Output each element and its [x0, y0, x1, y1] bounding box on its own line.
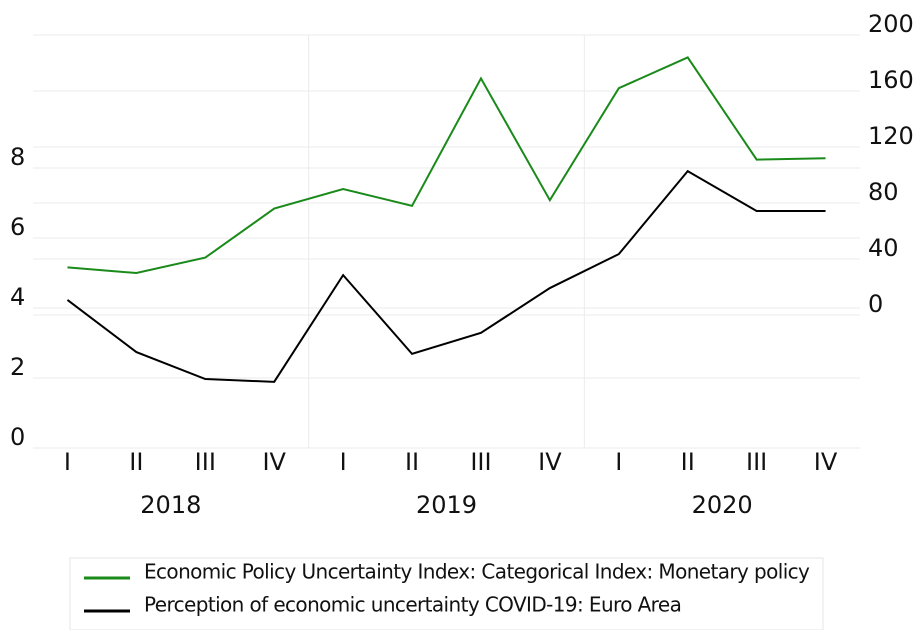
x-tick-label: II — [405, 448, 419, 476]
x-tick-label: I — [615, 448, 622, 476]
x-tick-label: IV — [262, 448, 286, 476]
y2-tick-label: 200 — [868, 10, 914, 38]
y2-tick-label: 0 — [868, 290, 883, 318]
x-tick-label: III — [470, 448, 491, 476]
y-tick-label: 4 — [10, 283, 25, 311]
x-tick-label: II — [681, 448, 695, 476]
y-tick-label: 2 — [10, 353, 25, 381]
x-tick-label: IV — [538, 448, 562, 476]
y-tick-label: 0 — [10, 423, 25, 451]
y-tick-label: 6 — [10, 213, 25, 241]
y2-tick-label: 80 — [868, 178, 899, 206]
legend-label: Economic Policy Uncertainty Index: Categ… — [144, 560, 810, 584]
x-tick-label: I — [340, 448, 347, 476]
y-tick-label: 8 — [10, 143, 25, 171]
x-tick-label: I — [64, 448, 71, 476]
x-tick-label: III — [746, 448, 767, 476]
x-group-label: 2019 — [416, 491, 477, 519]
x-group-label: 2020 — [692, 491, 753, 519]
line-series — [66, 169, 826, 383]
x-tick-label: IV — [814, 448, 838, 476]
x-tick-label: II — [129, 448, 143, 476]
y2-tick-label: 40 — [868, 234, 899, 262]
x-group-label: 2018 — [140, 491, 201, 519]
legend-label: Perception of economic uncertainty COVID… — [144, 593, 681, 617]
legend-box — [69, 557, 824, 630]
y2-tick-label: 160 — [868, 66, 914, 94]
x-tick-label: III — [195, 448, 216, 476]
y2-tick-label: 120 — [868, 122, 914, 150]
line-series — [67, 56, 826, 275]
